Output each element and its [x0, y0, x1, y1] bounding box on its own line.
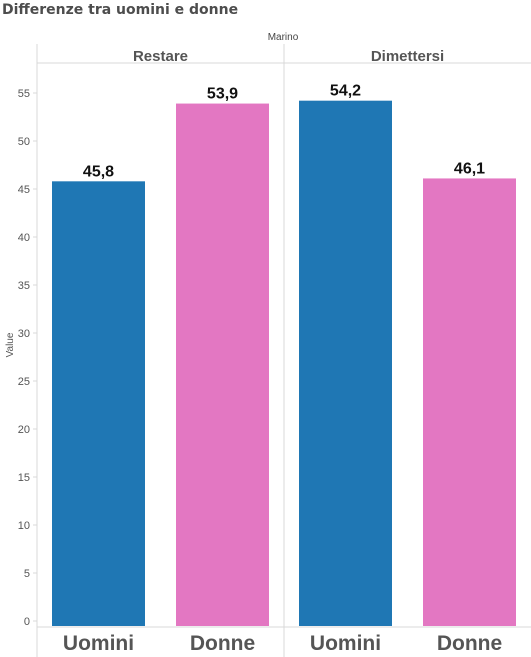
category-label: Donne — [190, 632, 255, 655]
panel-dimettersi: Dimettersi 54,2 Uomini 46,1 Donne — [299, 48, 516, 655]
bar-donne — [176, 103, 269, 626]
y-tick-label: 25 — [18, 376, 30, 388]
y-tick-label: 35 — [18, 280, 30, 292]
bar-value-label: 53,9 — [207, 86, 238, 103]
y-tick-label: 0 — [24, 616, 30, 628]
bar-value-label: 54,2 — [330, 83, 361, 100]
y-tick-label: 15 — [18, 472, 30, 484]
panel-restare: Restare 45,8 Uomini 53,9 Donne — [52, 48, 269, 655]
super-header: Marino — [268, 32, 299, 43]
y-tick-label: 10 — [18, 520, 30, 532]
panel-header: Dimettersi — [371, 48, 444, 65]
bar-uomini — [52, 181, 145, 626]
chart-panels: Restare 45,8 Uomini 53,9 Donne Dimettersi 54,2… — [52, 48, 516, 655]
y-tick-label: 20 — [18, 424, 30, 436]
y-tick-label: 5 — [24, 568, 30, 580]
y-axis-ticks: 0 5 10 15 20 25 30 35 40 45 50 55 — [18, 88, 37, 628]
y-tick-label: 30 — [18, 328, 30, 340]
y-tick-label: 55 — [18, 88, 30, 100]
bar-value-label: 45,8 — [83, 163, 114, 180]
bar-donne — [423, 178, 516, 626]
category-label: Uomini — [63, 632, 134, 655]
category-label: Donne — [437, 632, 502, 655]
panel-header: Restare — [133, 48, 188, 65]
bar-uomini — [299, 100, 392, 627]
page-title: Differenze tra uomini e donne — [2, 2, 239, 18]
bar-value-label: 46,1 — [454, 160, 485, 177]
y-tick-label: 50 — [18, 136, 30, 148]
y-axis-title: Value — [5, 332, 16, 357]
category-label: Uomini — [310, 632, 381, 655]
y-tick-label: 45 — [18, 184, 30, 196]
y-tick-label: 40 — [18, 232, 30, 244]
